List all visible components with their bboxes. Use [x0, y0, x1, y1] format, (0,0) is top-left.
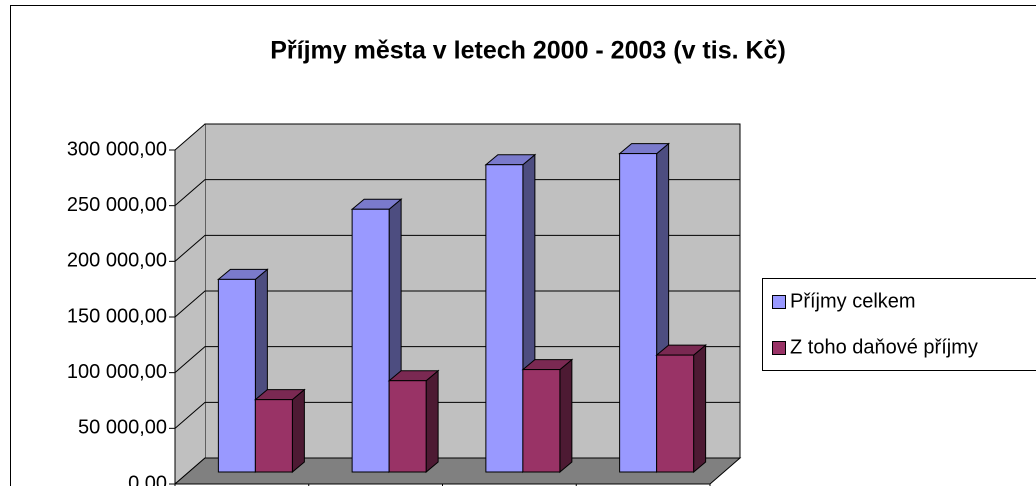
chart-title: Příjmy města v letech 2000 - 2003 (v tis…	[270, 37, 786, 65]
bar	[253, 388, 306, 474]
bar-front	[351, 208, 390, 473]
y-tick-label: 100 000,00	[67, 361, 167, 383]
legend-swatch	[772, 341, 786, 355]
bar-side	[559, 358, 573, 474]
legend-label: Z toho daňové příjmy	[790, 336, 978, 358]
bar	[521, 358, 574, 474]
grid-line	[174, 179, 740, 207]
y-tick-label: 0,00	[128, 472, 167, 486]
grid-line	[174, 123, 740, 151]
grid-line	[174, 290, 740, 318]
bar-side	[425, 369, 439, 474]
floor	[173, 457, 742, 485]
bar-front	[619, 153, 658, 473]
bar-front	[656, 354, 695, 473]
y-tick-label: 300 000,00	[67, 138, 167, 160]
bar-front	[485, 164, 524, 473]
bar	[655, 344, 708, 474]
bar-front	[254, 399, 293, 473]
y-tick-label: 250 000,00	[67, 194, 167, 216]
legend-box	[762, 278, 1036, 371]
bar-front	[217, 278, 256, 473]
bar-side	[693, 344, 707, 474]
y-tick-label: 50 000,00	[78, 417, 167, 439]
bar-front	[388, 380, 427, 473]
bar-front	[522, 369, 561, 473]
legend-label: Příjmy celkem	[790, 290, 916, 312]
grid-line	[174, 346, 740, 374]
grid-line	[174, 234, 740, 262]
y-tick-label: 150 000,00	[67, 305, 167, 327]
y-tick-label: 200 000,00	[67, 250, 167, 272]
bar	[387, 369, 440, 474]
legend-swatch	[772, 295, 786, 309]
bar-side	[291, 388, 305, 474]
